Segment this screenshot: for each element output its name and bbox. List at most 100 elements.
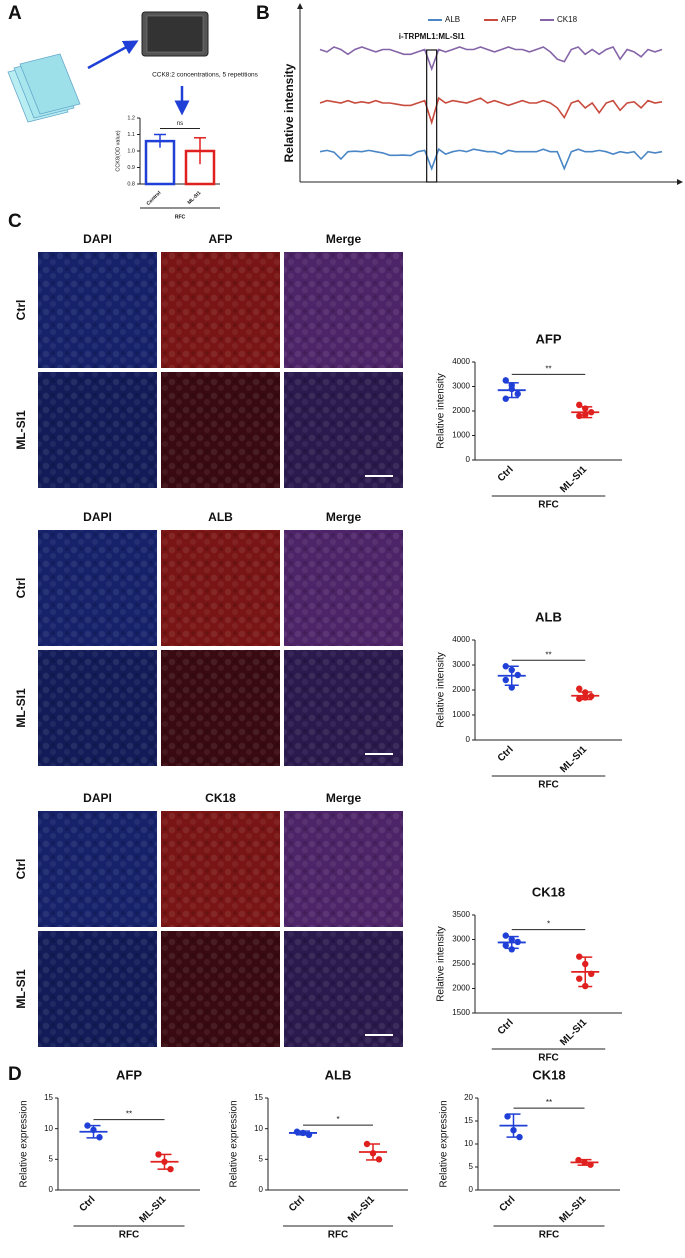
- y-tick-label: 5: [259, 1154, 264, 1163]
- x-tick-label: Ctrl: [78, 1194, 98, 1214]
- y-tick-label: 1000: [452, 431, 470, 440]
- micrograph-texture: [38, 530, 157, 646]
- significance-label: **: [546, 1098, 552, 1107]
- data-point: [502, 932, 509, 939]
- y-axis-label: Relative intensity: [282, 63, 296, 162]
- line-series: [319, 147, 663, 172]
- column-label: Merge: [326, 791, 362, 805]
- significance-label: **: [545, 650, 551, 659]
- y-tick-label: 1.1: [127, 132, 135, 138]
- y-tick-label: 1.2: [127, 115, 135, 121]
- line-series: [319, 96, 663, 126]
- chart-title: ALB: [535, 609, 562, 624]
- column-label: Merge: [326, 232, 362, 246]
- legend-label: AFP: [501, 15, 517, 24]
- y-tick-label: 0: [49, 1185, 54, 1194]
- x-tick-label: ML-SI1: [346, 1194, 377, 1225]
- significance-label: **: [545, 364, 551, 373]
- x-tick-label: Ctrl: [498, 1194, 518, 1214]
- y-tick-label: 2000: [452, 685, 470, 694]
- x-tick-label: Ctrl: [287, 1194, 307, 1214]
- significance-label: ns: [177, 121, 183, 127]
- highlight-box: [426, 49, 438, 183]
- y-tick-label: 4000: [452, 635, 470, 644]
- arrow: [87, 40, 139, 70]
- micrograph-texture: [161, 811, 280, 927]
- row-label: Ctrl: [14, 300, 28, 321]
- caption: CCK8:2 concentrations, 5 repetitions: [152, 72, 259, 79]
- y-axis-label: CCK8(OD value): [115, 130, 121, 171]
- micrograph-texture: [38, 372, 157, 488]
- micrograph-texture: [284, 372, 403, 488]
- y-tick-label: 0: [466, 455, 471, 464]
- y-tick-label: 1.0: [127, 148, 135, 154]
- y-axis-label: Relative expression: [229, 1100, 240, 1187]
- x-tick-label: Ctrl: [496, 1017, 516, 1037]
- micrograph-texture: [38, 811, 157, 927]
- y-tick-label: 5: [49, 1154, 54, 1163]
- y-tick-label: 2000: [452, 406, 470, 415]
- legend-label: CK18: [557, 15, 578, 24]
- y-tick-label: 1500: [452, 1008, 470, 1017]
- column-label: CK18: [205, 791, 236, 805]
- micrograph-texture: [161, 530, 280, 646]
- y-tick-label: 0.9: [127, 165, 135, 171]
- column-label: DAPI: [83, 510, 112, 524]
- row-label: Ctrl: [14, 859, 28, 880]
- data-point: [514, 390, 521, 398]
- group-label: RFC: [175, 214, 186, 220]
- micrograph-texture: [161, 650, 280, 766]
- x-tick-label: ML-SI1: [558, 464, 589, 495]
- column-label: AFP: [209, 232, 233, 246]
- micrograph-texture: [38, 931, 157, 1047]
- micrograph-texture: [161, 372, 280, 488]
- micrograph-texture: [38, 252, 157, 368]
- y-tick-label: 3500: [452, 910, 470, 919]
- y-tick-label: 10: [44, 1124, 53, 1133]
- group-label: RFC: [538, 500, 559, 511]
- y-tick-label: 3000: [452, 935, 470, 944]
- y-tick-label: 15: [464, 1116, 473, 1125]
- y-axis-label: Relative intensity: [436, 926, 447, 1002]
- y-tick-label: 0.8: [127, 181, 135, 187]
- chart-title: CK18: [532, 1067, 565, 1082]
- y-tick-label: 15: [254, 1093, 263, 1102]
- data-point: [502, 942, 509, 949]
- data-point: [502, 676, 509, 684]
- x-tick-label: ML-SI1: [138, 1194, 169, 1225]
- plate-illustration: [141, 11, 209, 57]
- y-axis-label: Relative intensity: [436, 652, 447, 728]
- x-tick-label: Control: [146, 190, 163, 207]
- group-label: RFC: [538, 780, 559, 791]
- y-tick-label: 4000: [452, 357, 470, 366]
- data-point: [502, 377, 509, 384]
- panel-label: C: [8, 211, 22, 232]
- row-label: ML-SI1: [14, 410, 28, 450]
- y-axis-label: Relative intensity: [436, 373, 447, 449]
- x-tick-label: ML-SI1: [187, 190, 203, 206]
- data-point: [502, 395, 509, 402]
- chart-title: AFP: [536, 331, 562, 346]
- micrograph-texture: [161, 252, 280, 368]
- x-tick-label: Ctrl: [496, 464, 516, 484]
- group-label: RFC: [119, 1230, 140, 1241]
- y-tick-label: 0: [466, 735, 471, 744]
- legend-label: ALB: [445, 15, 460, 24]
- y-tick-label: 10: [464, 1139, 473, 1148]
- y-tick-label: 3000: [452, 382, 470, 391]
- y-tick-label: 0: [259, 1185, 264, 1194]
- micrograph-texture: [284, 811, 403, 927]
- column-label: ALB: [208, 510, 233, 524]
- x-tick-label: ML-SI1: [558, 1194, 589, 1225]
- y-tick-label: 15: [44, 1093, 53, 1102]
- y-tick-label: 5: [469, 1162, 474, 1171]
- x-tick-label: ML-SI1: [558, 1017, 589, 1048]
- panel-label: A: [8, 3, 22, 24]
- chart-title: ALB: [325, 1067, 352, 1082]
- line-series: [319, 46, 663, 72]
- annotation: i-TRPML1:ML-SI1: [399, 32, 465, 41]
- data-point: [576, 685, 583, 692]
- y-axis-label: Relative expression: [19, 1100, 30, 1187]
- data-point: [576, 975, 583, 982]
